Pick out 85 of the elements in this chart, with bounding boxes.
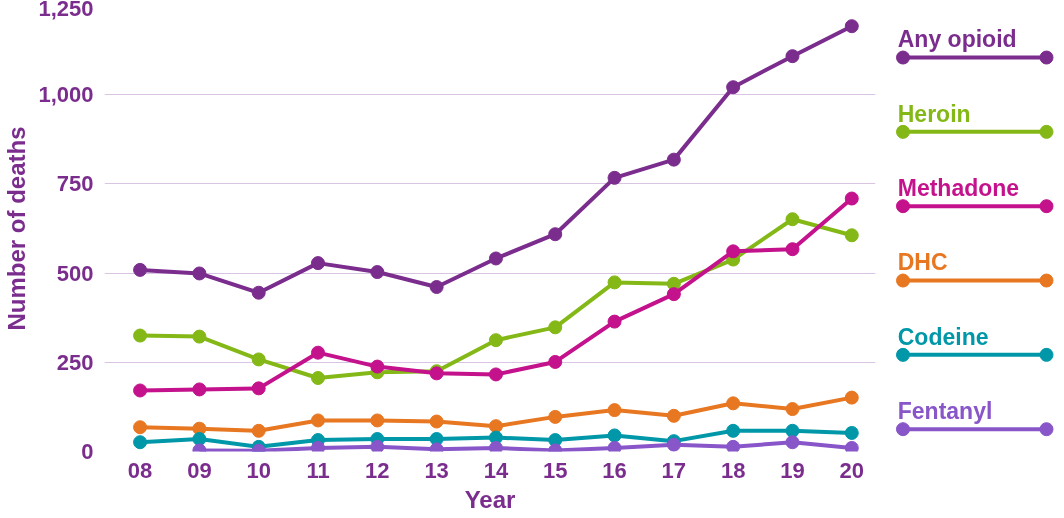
point [844, 191, 859, 206]
point [785, 423, 800, 438]
x-tick-label: 13 [424, 457, 449, 483]
y-tick-label: 1,000 [38, 82, 94, 108]
point [488, 419, 503, 434]
y-tick-label: 0 [81, 439, 94, 464]
point [488, 333, 503, 348]
point [370, 413, 385, 428]
point [548, 354, 563, 369]
point [133, 383, 148, 398]
point [192, 329, 207, 344]
point [844, 390, 859, 405]
x-tick-label: 16 [602, 457, 627, 483]
point [666, 408, 681, 423]
x-tick-label: 14 [483, 457, 509, 483]
x-tick-label: 12 [365, 457, 390, 483]
x-tick-label: 08 [127, 457, 153, 483]
y-tick-label: 500 [56, 260, 94, 286]
point [607, 440, 622, 452]
x-tick-label: 17 [661, 457, 687, 483]
text: DHC [897, 249, 948, 276]
x-axis-title: Year [464, 485, 516, 513]
point [726, 423, 741, 438]
point [251, 352, 266, 367]
series-label: Any opioid [897, 26, 1017, 53]
point [311, 256, 326, 271]
point [311, 440, 326, 452]
point [311, 413, 326, 428]
point [311, 371, 326, 385]
point [488, 367, 503, 382]
x-tick-label: 18 [720, 457, 746, 483]
point [607, 314, 622, 329]
point [311, 345, 326, 360]
point [488, 251, 503, 266]
point [785, 212, 800, 227]
text: Codeine [897, 323, 989, 350]
point [251, 285, 266, 300]
point [192, 382, 207, 397]
point [785, 435, 800, 450]
point [133, 420, 148, 435]
point [607, 170, 622, 185]
text: Heroin [897, 100, 971, 127]
point [370, 265, 385, 280]
point [844, 440, 859, 452]
point [726, 439, 741, 452]
point [666, 152, 681, 167]
point [607, 403, 622, 418]
point [370, 439, 385, 452]
point [548, 227, 563, 242]
point [251, 381, 266, 396]
x-tick-label: 10 [246, 457, 271, 483]
y-tick-label: 1,250 [38, 0, 94, 21]
point [133, 328, 148, 343]
y-tick-label: 250 [56, 349, 94, 375]
point [429, 280, 444, 294]
point [607, 275, 622, 290]
point [548, 409, 563, 424]
point [726, 396, 741, 411]
point [844, 425, 859, 440]
x-tick-label: 11 [306, 457, 330, 483]
series-label: Fentanyl [897, 397, 993, 424]
x-tick-label: 19 [780, 457, 805, 483]
point [429, 414, 444, 429]
point [844, 19, 859, 34]
point [192, 266, 207, 281]
point [844, 228, 859, 243]
point [726, 244, 741, 259]
series-label: Methadone [897, 174, 1020, 201]
point [133, 262, 148, 277]
point [251, 423, 266, 438]
x-tick-label: 15 [543, 457, 568, 483]
point [607, 428, 622, 443]
point [785, 242, 800, 257]
x-tick-label: 09 [187, 457, 212, 483]
y-tick-label: 750 [56, 171, 94, 197]
point [133, 435, 148, 450]
point [488, 440, 503, 452]
point [548, 320, 563, 335]
point [666, 287, 681, 302]
point [785, 49, 800, 64]
point [785, 402, 800, 417]
point [370, 359, 385, 374]
x-tick-label: 20 [839, 457, 865, 483]
y-axis-title: Number of deaths [3, 126, 31, 331]
point [726, 80, 741, 95]
